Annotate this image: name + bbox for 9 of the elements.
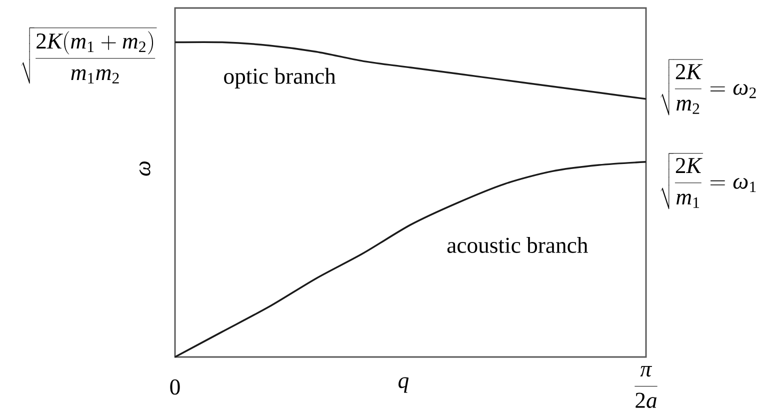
annotation: $\sqrt{\frac{2K}{m_2}}=\omega_2$ — [660, 59, 756, 116]
annotation: $\sqrt{\frac{2K(m_1+m_2)}{m_1m_2}}$ — [21, 28, 157, 84]
x-tick-label: 0 — [170, 379, 180, 395]
series-label: optic branch — [224, 68, 336, 88]
x-tick-label: $\frac{\pi}{2a}$ — [634, 366, 658, 408]
y-axis-title: $\omega$ — [139, 161, 150, 176]
series-label: acoustic branch — [447, 236, 588, 253]
x-axis-title: $q$ — [398, 377, 409, 393]
annotation: $\sqrt{\frac{2K}{m_1}}=\omega_1$ — [660, 153, 756, 210]
